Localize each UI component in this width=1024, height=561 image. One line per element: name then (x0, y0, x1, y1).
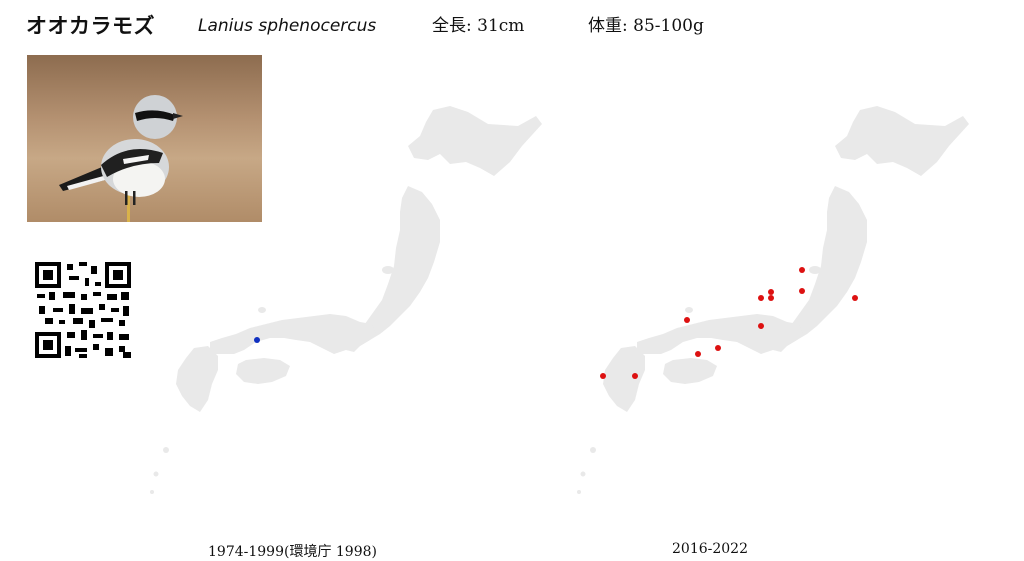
sighting-dot (600, 373, 606, 379)
sighting-dot (768, 289, 774, 295)
sighting-dot (632, 373, 638, 379)
body-length: 全長: 31cm (432, 16, 525, 36)
body-weight: 体重: 85-100g (588, 16, 704, 36)
distribution-map-2016-2022 (577, 106, 969, 494)
japan-landmass (150, 106, 542, 494)
sighting-dot (799, 288, 805, 294)
distribution-map-1974-1999 (150, 106, 542, 494)
sighting-dot (852, 295, 858, 301)
sighting-dot (758, 323, 764, 329)
sighting-dot (695, 351, 701, 357)
sighting-dot (254, 337, 260, 343)
species-scientific-name: Lanius sphenocercus (198, 16, 377, 36)
map-caption-1974-1999: 1974-1999(環境庁 1998) (208, 544, 377, 560)
sighting-dot (684, 317, 690, 323)
species-japanese-name: オオカラモズ (26, 14, 155, 38)
qr-code-icon[interactable] (35, 262, 131, 358)
map-caption-2016-2022: 2016-2022 (672, 541, 748, 557)
sighting-dot (715, 345, 721, 351)
bird-photo (27, 55, 262, 222)
sighting-dot (799, 267, 805, 273)
sighting-dot (768, 295, 774, 301)
sighting-dot (758, 295, 764, 301)
